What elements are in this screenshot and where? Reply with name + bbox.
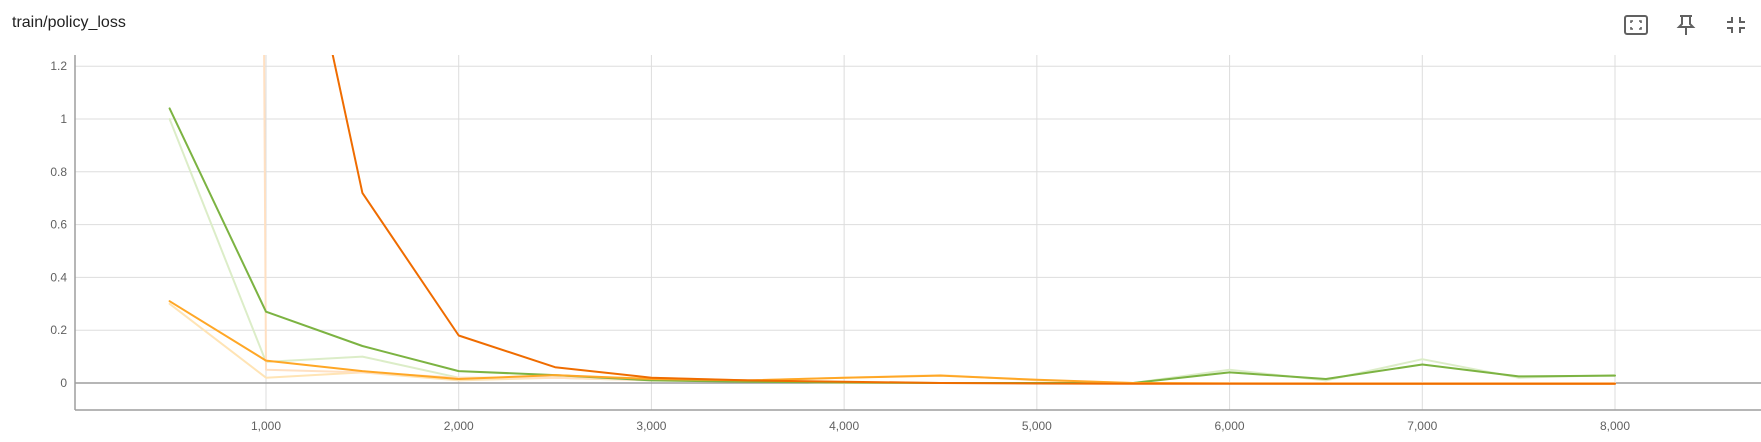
series-group — [168, 0, 1616, 385]
collapse-icon — [1727, 17, 1745, 33]
y-tick-label: 1 — [60, 112, 67, 126]
series-line-amber-raw[interactable] — [168, 302, 1616, 384]
fit-domain-icon — [1624, 15, 1648, 35]
x-tick-label: 5,000 — [1022, 419, 1052, 433]
x-tick-label: 6,000 — [1215, 419, 1245, 433]
pin-icon — [1676, 15, 1696, 35]
chart-toolbar — [1611, 10, 1761, 40]
y-tick-label: 0.6 — [50, 218, 67, 232]
y-tick-label: 1.2 — [50, 59, 67, 73]
chart-title: train/policy_loss — [12, 14, 126, 31]
x-tick-label: 1,000 — [251, 419, 281, 433]
y-tick-label: 0 — [60, 376, 67, 390]
y-tick-label: 0.8 — [50, 165, 67, 179]
series-line-amber[interactable] — [168, 300, 1616, 385]
pin-button[interactable] — [1661, 10, 1711, 40]
x-tick-label: 3,000 — [636, 419, 666, 433]
x-tick-label: 4,000 — [829, 419, 859, 433]
series-line-orange-raw[interactable] — [256, 0, 1616, 384]
x-tick-label: 7,000 — [1407, 419, 1437, 433]
series-line-green-raw[interactable] — [168, 118, 1616, 384]
y-tick-label: 0.2 — [50, 323, 67, 337]
fit-domain-button[interactable] — [1611, 10, 1661, 40]
series-line-green[interactable] — [168, 107, 1616, 384]
y-tick-label: 0.4 — [50, 270, 67, 284]
series-line-orange[interactable] — [324, 13, 1616, 385]
x-tick-label: 8,000 — [1600, 419, 1630, 433]
collapse-button[interactable] — [1711, 10, 1761, 40]
x-tick-label: 2,000 — [444, 419, 474, 433]
